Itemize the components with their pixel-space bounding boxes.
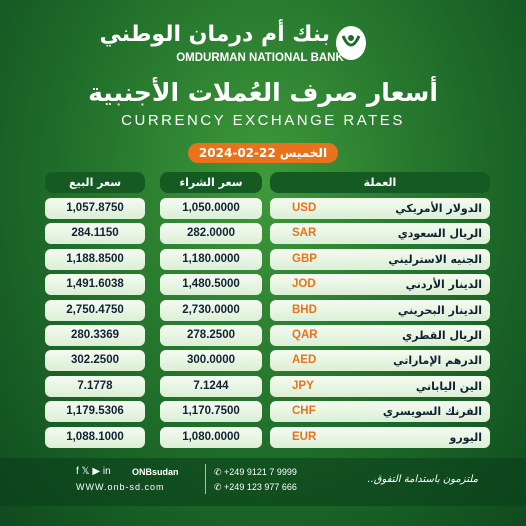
currency-name: الين الياباني [415,379,482,393]
currency-name: الفرنك السويسري [382,405,482,419]
sell-rate: 284.1150 [45,223,145,245]
date-pill: الخميس 22-02-2024 [188,143,338,163]
buy-rate: 282.0000 [160,223,262,245]
column-header: العملة [270,172,490,193]
buy-rate: 1,180.0000 [160,248,262,270]
phone-text: +249 123 977 666 [224,482,297,492]
footer-bar [0,458,526,506]
currency-code: GBP [292,252,317,265]
buy-rate: 278.2500 [160,325,262,346]
currency-code: QAR [292,329,318,341]
divider [205,464,206,494]
buy-rate: 7.1244 [160,375,262,397]
sell-rate: 1,491.6038 [45,274,145,296]
sell-rate: 1,088.1000 [45,426,145,448]
currency-cell: الريال القطري QAR [270,325,490,346]
sell-rate: 1,179.5306 [45,401,145,423]
phone: ✆ +249 9121 7 9999 [214,467,297,477]
currency-name: الدينار البحريني [397,303,482,317]
currency-code: JOD [292,278,316,291]
currency-cell: الين الياباني JPY [270,375,490,397]
currency-name: الدولار الأمريكي [395,202,482,215]
currency-code: SAR [292,227,317,240]
slogan: ملتزمون باستدامة التفوق.. [367,474,478,485]
currency-code: BHD [292,303,317,316]
buy-rate: 2,730.0000 [160,299,262,321]
phone: ✆ +249 123 977 666 [214,482,297,492]
buy-rate: 1,050.0000 [160,198,262,219]
currency-code: EUR [292,430,317,443]
currency-name: الدرهم الإماراتي [393,354,482,368]
currency-code: USD [292,202,317,214]
buy-rate: 1,080.0000 [160,426,262,448]
currency-name: الجنيه الاسترليني [388,252,482,266]
currency-cell: الدولار الأمريكي USD [270,198,490,219]
logo-emblem [336,26,366,60]
currency-code: JPY [292,379,314,392]
buy-rate: 1,480.5000 [160,274,262,296]
title-en: CURRENCY EXCHANGE RATES [121,112,405,129]
sell-rate: 302.2500 [45,350,145,372]
phone-text: +249 9121 7 9999 [224,467,297,477]
bank-name-en: OMDURMAN NATIONAL BANK [176,52,344,64]
website: WWW.onb-sd.com [76,482,165,492]
sell-rate: 1,188.8500 [45,248,145,270]
currency-cell: الريال السعودي SAR [270,223,490,245]
currency-cell: اليورو EUR [270,426,490,448]
currency-name: الريال السعودي [397,227,482,241]
currency-cell: الدرهم الإماراتي AED [270,350,490,372]
social-handle: ONBsudan [132,467,179,477]
currency-name: اليورو [449,430,482,444]
title-ar: أسعار صرف العُملات الأجنبية [88,78,438,107]
currency-cell: الجنيه الاسترليني GBP [270,248,490,270]
currency-cell: الدينار البحريني BHD [270,299,490,321]
sell-rate: 2,750.4750 [45,299,145,321]
buy-rate: 300.0000 [160,350,262,372]
currency-code: CHF [292,405,316,418]
sell-rate: 1,057.8750 [45,198,145,219]
buy-rate: 1,170.7500 [160,401,262,423]
currency-cell: الدينار الأردني JOD [270,274,490,296]
currency-cell: الفرنك السويسري CHF [270,401,490,423]
currency-code: AED [292,354,317,367]
social-icons: f 𝕏 ▶ in [76,466,111,477]
column-header: سعر البيع [45,172,145,193]
sell-rate: 7.1778 [45,375,145,397]
column-header: سعر الشراء [160,172,262,193]
sell-rate: 280.3369 [45,325,145,346]
currency-name: الريال القطري [402,329,482,342]
bank-name-ar: بنك أم درمان الوطني [99,22,330,47]
currency-name: الدينار الأردني [405,278,482,292]
